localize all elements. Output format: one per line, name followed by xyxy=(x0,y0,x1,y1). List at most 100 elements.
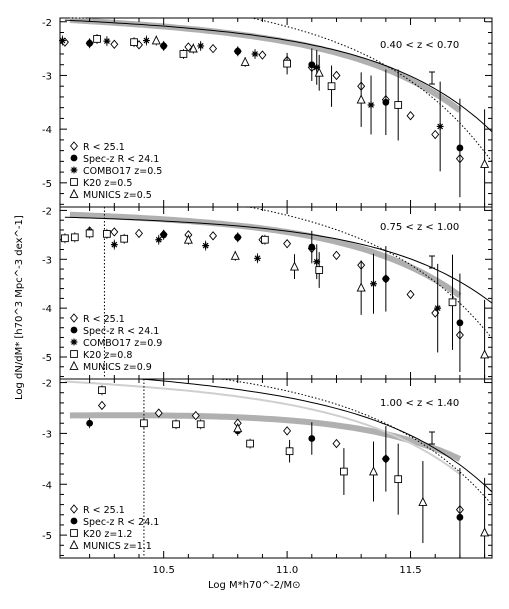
data-point-circle xyxy=(308,435,316,442)
data-point-asterisk xyxy=(367,101,375,109)
data-point-square xyxy=(85,229,94,238)
data-point-diamond xyxy=(184,42,193,52)
data-point-diamond xyxy=(431,129,440,140)
legend-marker xyxy=(70,326,78,334)
data-point-square xyxy=(448,298,457,307)
legend-entry: R < 25.1 xyxy=(83,142,125,153)
data-point-diamond xyxy=(110,39,119,50)
data-point-square xyxy=(261,235,269,244)
data-point-triangle xyxy=(480,527,490,537)
model-band-light xyxy=(64,380,461,475)
legend-entry: K20 z=0.5 xyxy=(83,178,132,189)
legend-marker xyxy=(70,141,78,151)
legend-marker xyxy=(69,188,79,198)
model-curve-solid xyxy=(64,19,493,133)
legend-marker xyxy=(70,350,78,358)
legend-marker xyxy=(70,517,78,525)
legend-entry: K20 z=1.2 xyxy=(83,529,132,540)
legend-marker xyxy=(69,360,79,370)
data-point-triangle xyxy=(480,158,490,168)
data-point-diamond xyxy=(406,111,415,121)
data-point-square xyxy=(327,82,336,91)
data-point-circle xyxy=(382,455,390,463)
data-point-asterisk xyxy=(110,241,118,249)
x-tick-label: 11.5 xyxy=(399,565,421,576)
legend-marker xyxy=(70,338,78,346)
data-point-asterisk xyxy=(370,280,377,288)
model-curve-dotted xyxy=(64,17,493,163)
data-point-square xyxy=(283,59,291,68)
legend-marker xyxy=(70,504,78,514)
x-tick-label: 10.5 xyxy=(153,565,175,576)
data-point-square xyxy=(130,38,138,47)
data-point-triangle xyxy=(356,94,366,104)
data-point-square xyxy=(172,420,180,429)
data-point-diamond xyxy=(209,43,218,54)
data-point-diamond xyxy=(332,438,341,449)
panel-bottom-redshift-label: 1.00 < z < 1.40 xyxy=(380,398,459,409)
data-point-diamond xyxy=(283,426,292,436)
data-point-triangle xyxy=(233,423,243,433)
data-point-triangle xyxy=(183,234,193,244)
data-point-triangle xyxy=(230,250,240,260)
panel-middle-redshift-label: 0.75 < z < 1.00 xyxy=(380,222,459,233)
panel-top-redshift-label: 0.40 < z < 0.70 xyxy=(380,40,459,51)
data-point-square xyxy=(179,50,188,58)
data-point-triangle xyxy=(151,35,161,45)
legend-entry: MUNICS z=1.1 xyxy=(83,541,152,552)
legend-marker xyxy=(70,313,78,323)
model-curve-dotted xyxy=(64,378,493,506)
legend-entry: Spec-z R < 24.1 xyxy=(83,154,159,165)
model-curve-solid xyxy=(64,378,493,493)
data-point-square xyxy=(394,101,403,109)
data-point-circle xyxy=(456,319,464,327)
data-point-asterisk xyxy=(313,258,321,266)
data-point-square xyxy=(196,420,205,429)
data-point-circle xyxy=(456,513,464,521)
data-point-triangle xyxy=(188,43,198,53)
legend-entry: COMBO17 z=0.9 xyxy=(83,338,162,349)
data-point-square xyxy=(120,234,129,243)
data-point-square xyxy=(315,266,324,274)
y-tick-label: -4 xyxy=(42,304,52,315)
data-point-diamond xyxy=(191,410,200,421)
legend-entry: COMBO17 z=0.5 xyxy=(83,166,162,177)
legend-entry: Spec-z R < 24.1 xyxy=(83,517,159,528)
data-point-square xyxy=(103,230,111,238)
data-point-square xyxy=(61,234,69,243)
legend-entry: MUNICS z=0.5 xyxy=(83,190,152,201)
model-curve-solid xyxy=(64,216,493,304)
legend-marker xyxy=(70,178,78,186)
data-point-triangle xyxy=(356,282,366,292)
data-point-asterisk xyxy=(202,242,210,250)
y-tick-label: -2 xyxy=(42,18,52,29)
data-point-asterisk xyxy=(143,37,150,44)
data-point-diamond xyxy=(332,70,341,81)
x-axis-label: Log M*h70^-2/M⊙ xyxy=(208,580,300,591)
data-point-circle xyxy=(160,231,168,239)
data-point-diamond xyxy=(97,400,106,411)
model-band xyxy=(69,17,462,113)
data-point-asterisk xyxy=(254,254,261,262)
data-point-circle xyxy=(308,61,316,69)
data-point-triangle xyxy=(418,496,428,506)
y-tick-label: -5 xyxy=(42,179,52,190)
model-curve-dotted xyxy=(64,206,493,339)
data-point-diamond xyxy=(332,250,341,261)
data-point-circle xyxy=(234,233,242,241)
y-tick-label: -4 xyxy=(42,480,52,491)
y-tick-label: -2 xyxy=(42,379,52,390)
data-point-square xyxy=(140,419,148,428)
typical-error-bar-icon xyxy=(429,255,435,269)
y-tick-label: -2 xyxy=(42,206,52,217)
data-point-diamond xyxy=(406,289,415,300)
y-tick-label: -3 xyxy=(42,429,52,440)
data-point-diamond xyxy=(110,227,119,237)
data-point-circle xyxy=(382,98,390,106)
data-point-circle xyxy=(308,243,316,251)
data-point-square xyxy=(340,467,348,476)
data-point-circle xyxy=(160,42,168,50)
